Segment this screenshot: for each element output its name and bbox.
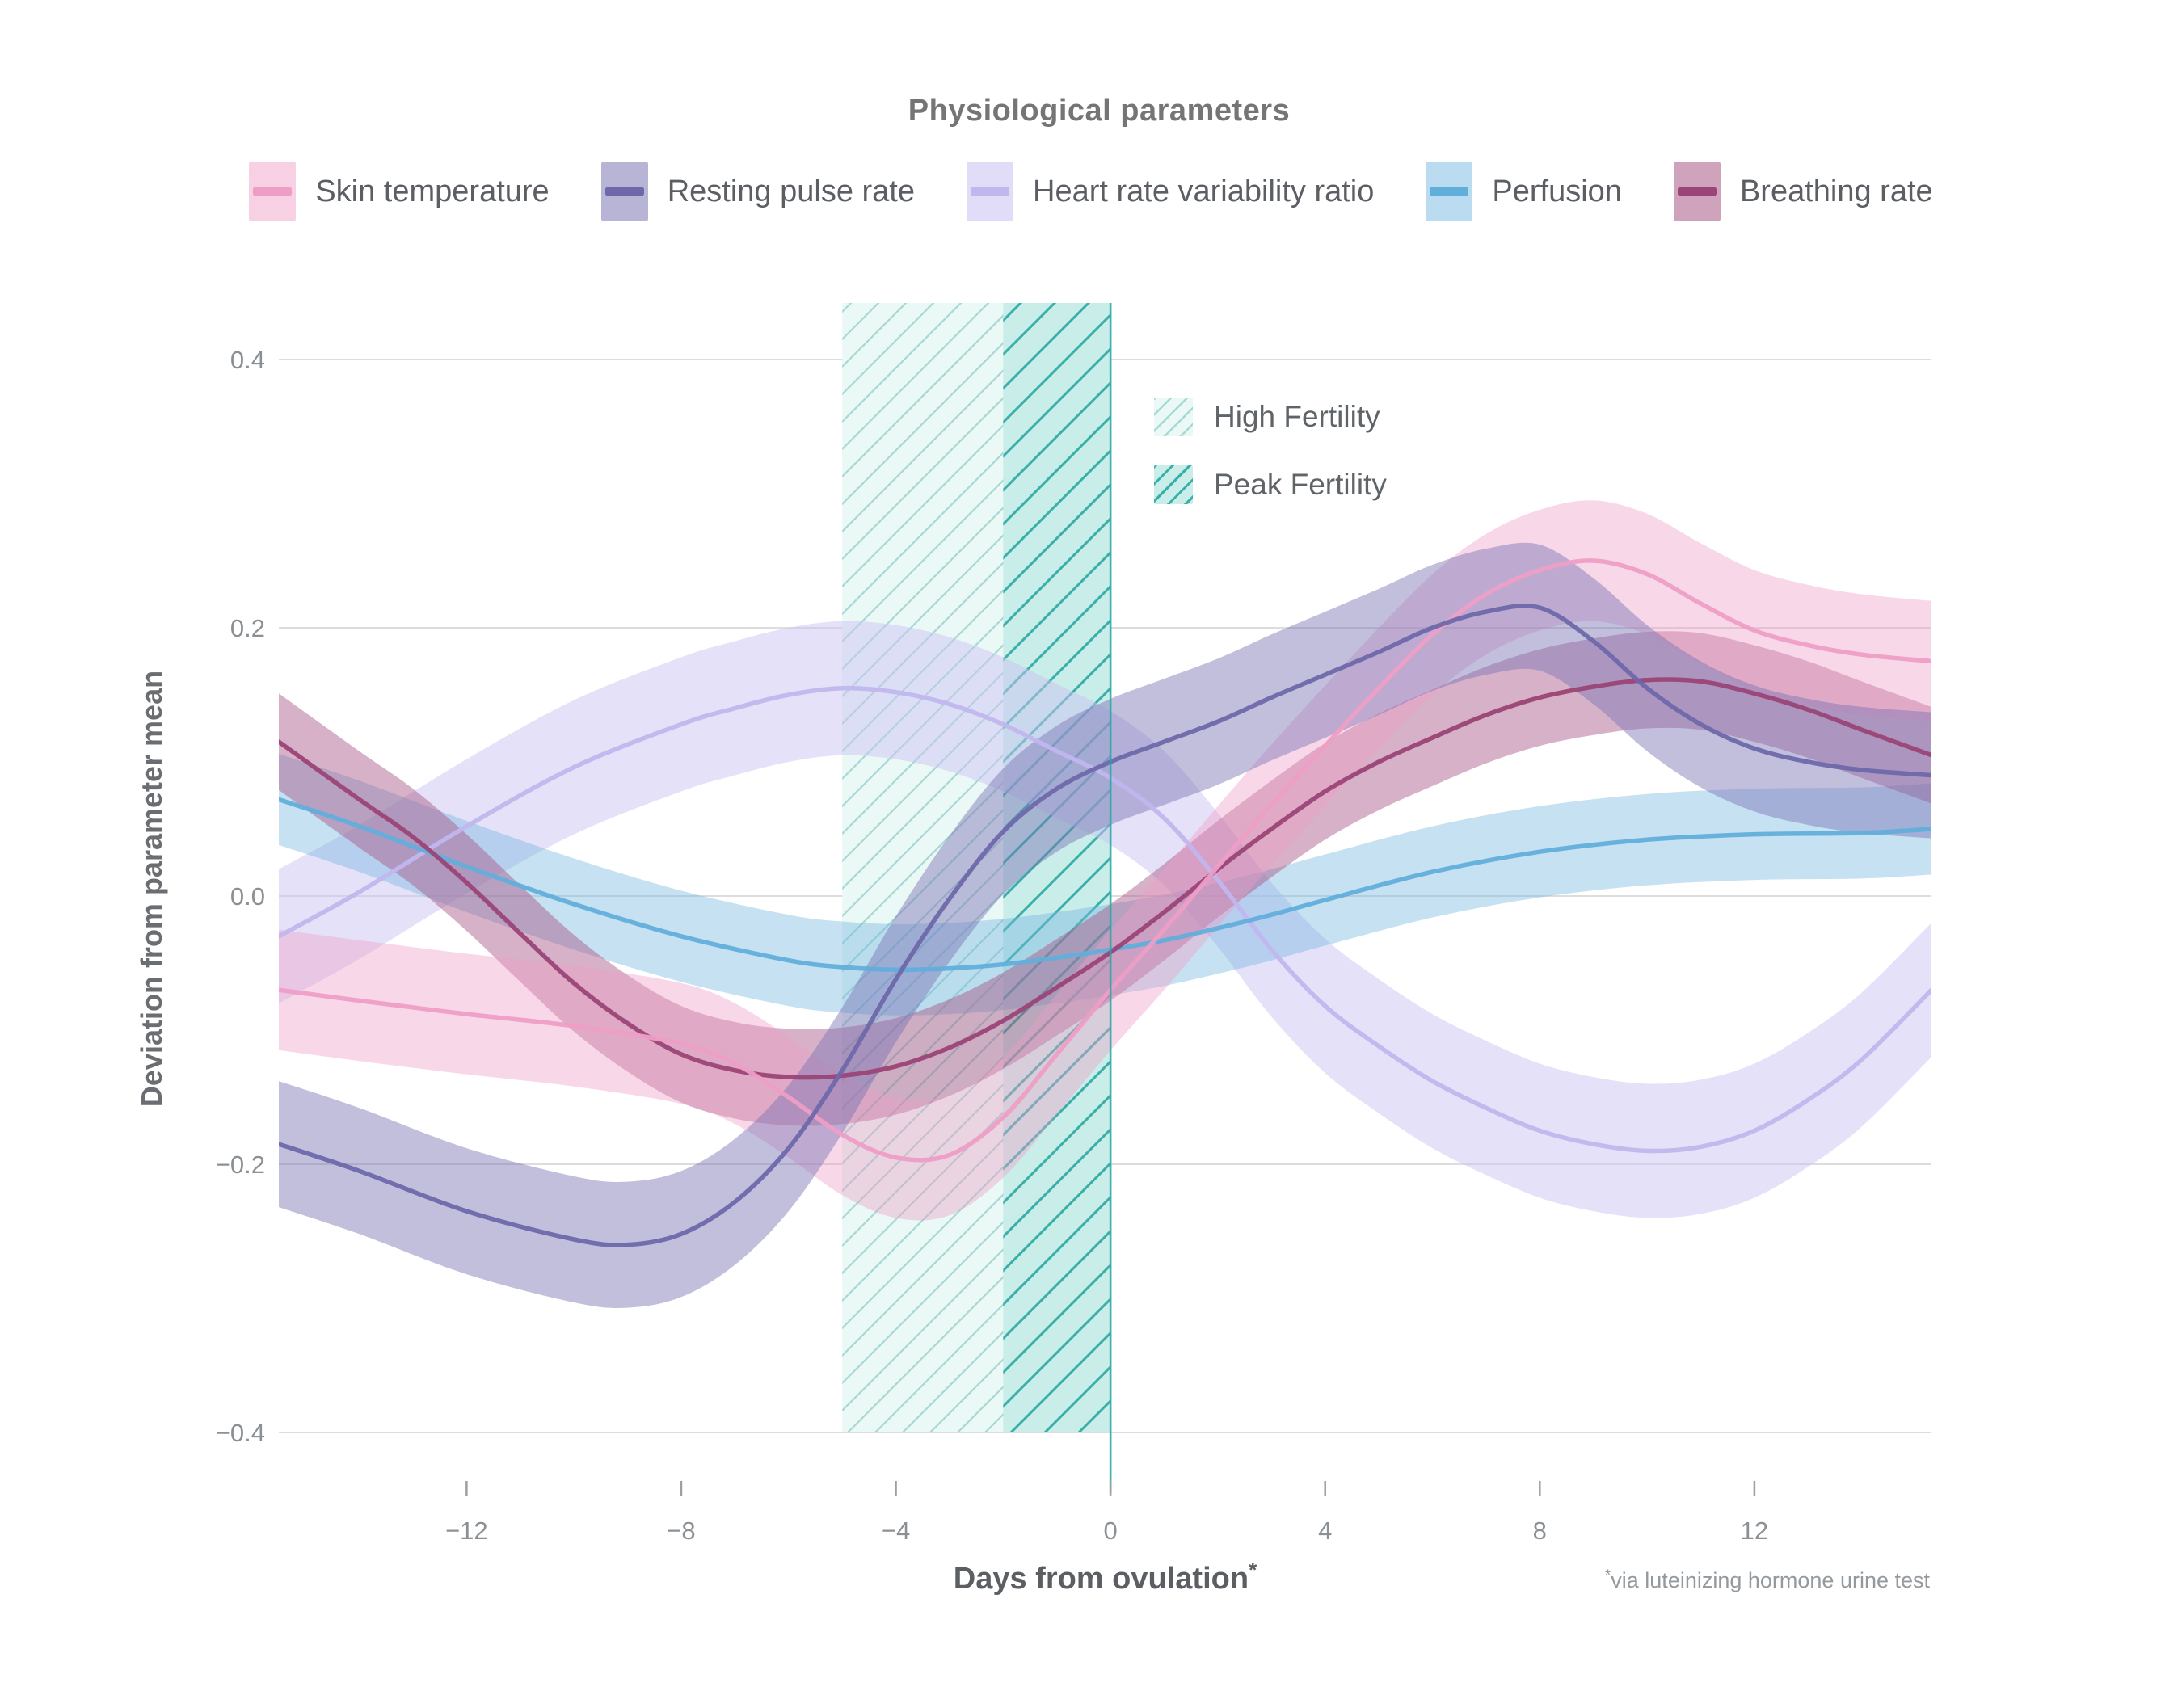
fertility-legend: High Fertility Peak Fertility [1154, 398, 1387, 533]
footnote-text: via luteinizing hormone urine test [1611, 1568, 1930, 1592]
y-tick-label: 0.0 [230, 882, 265, 911]
y-tick-label: −0.2 [216, 1151, 265, 1179]
series-band-perfusion [279, 754, 1931, 1016]
x-tick-label: 0 [1104, 1517, 1118, 1545]
high-fertility-legend-row: High Fertility [1154, 398, 1387, 436]
x-tick-label: 8 [1533, 1517, 1547, 1545]
series-band-resting-pulse-rate [279, 542, 1931, 1309]
series-group [279, 500, 1931, 1309]
legend-line-breathing-rate [1677, 187, 1717, 196]
legend-swatch-skin-temperature [249, 162, 297, 221]
x-axis-title-asterisk: * [1249, 1558, 1257, 1582]
footnote: *via luteinizing hormone urine test [1605, 1567, 1930, 1593]
legend-label-heart-rate-variability-ratio: Heart rate variability ratio [1033, 174, 1375, 208]
legend-line-heart-rate-variability-ratio [971, 187, 1009, 196]
fertility-regions [842, 303, 1111, 1432]
legend-swatch-perfusion [1426, 162, 1473, 221]
series-line-heart-rate-variability-ratio [279, 685, 1931, 1154]
legend-item-perfusion: Perfusion [1426, 162, 1622, 221]
high-fertility-swatch [1154, 398, 1193, 436]
parameter-legend: Skin temperature Resting pulse rate Heart … [0, 162, 2182, 221]
chart-title: Physiological parameters [908, 94, 1291, 128]
legend-item-skin-temperature: Skin temperature [249, 162, 550, 221]
legend-label-breathing-rate: Breathing rate [1739, 174, 1933, 208]
peak-fertility-label: Peak Fertility [1214, 468, 1387, 501]
peak-fertility-swatch [1154, 465, 1193, 504]
series-line-resting-pulse-rate [279, 604, 1931, 1247]
legend-line-skin-temperature [253, 187, 293, 196]
x-tick-label: 12 [1741, 1517, 1768, 1545]
legend-item-breathing-rate: Breathing rate [1673, 162, 1933, 221]
legend-item-resting-pulse-rate: Resting pulse rate [600, 162, 915, 221]
high-fertility-label: High Fertility [1214, 400, 1380, 433]
legend-item-heart-rate-variability-ratio: Heart rate variability ratio [967, 162, 1374, 221]
legend-label-resting-pulse-rate: Resting pulse rate [667, 174, 915, 208]
series-band-skin-temperature [279, 500, 1931, 1221]
footnote-asterisk: * [1604, 1567, 1611, 1584]
series-line-skin-temperature [279, 558, 1931, 1163]
y-tick-label: 0.2 [230, 614, 265, 642]
x-tick-label: −8 [667, 1517, 695, 1545]
legend-swatch-resting-pulse-rate [600, 162, 648, 221]
series-line-perfusion [279, 797, 1931, 973]
x-axis-title: Days from ovulation* [279, 1558, 1931, 1597]
legend-line-perfusion [1430, 187, 1469, 196]
x-axis-title-text: Days from ovulation [953, 1562, 1249, 1596]
x-tick-label: −12 [445, 1517, 488, 1545]
legend-label-perfusion: Perfusion [1492, 174, 1622, 208]
x-axis: −12 −8 −4 0 4 8 12 [445, 1481, 1768, 1545]
x-tick-label: 4 [1318, 1517, 1332, 1545]
peak-fertility-band [1003, 303, 1111, 1432]
legend-label-skin-temperature: Skin temperature [315, 174, 550, 208]
x-tick-label: −4 [882, 1517, 910, 1545]
legend-line-resting-pulse-rate [604, 187, 644, 196]
y-tick-label: 0.4 [230, 346, 265, 374]
series-band-breathing-rate [279, 631, 1931, 1126]
peak-fertility-legend-row: Peak Fertility [1154, 465, 1387, 504]
legend-swatch-breathing-rate [1673, 162, 1721, 221]
legend-swatch-heart-rate-variability-ratio [967, 162, 1013, 221]
series-band-heart-rate-variability-ratio [279, 621, 1931, 1218]
y-tick-label: −0.4 [216, 1419, 265, 1447]
series-line-breathing-rate [279, 677, 1931, 1080]
